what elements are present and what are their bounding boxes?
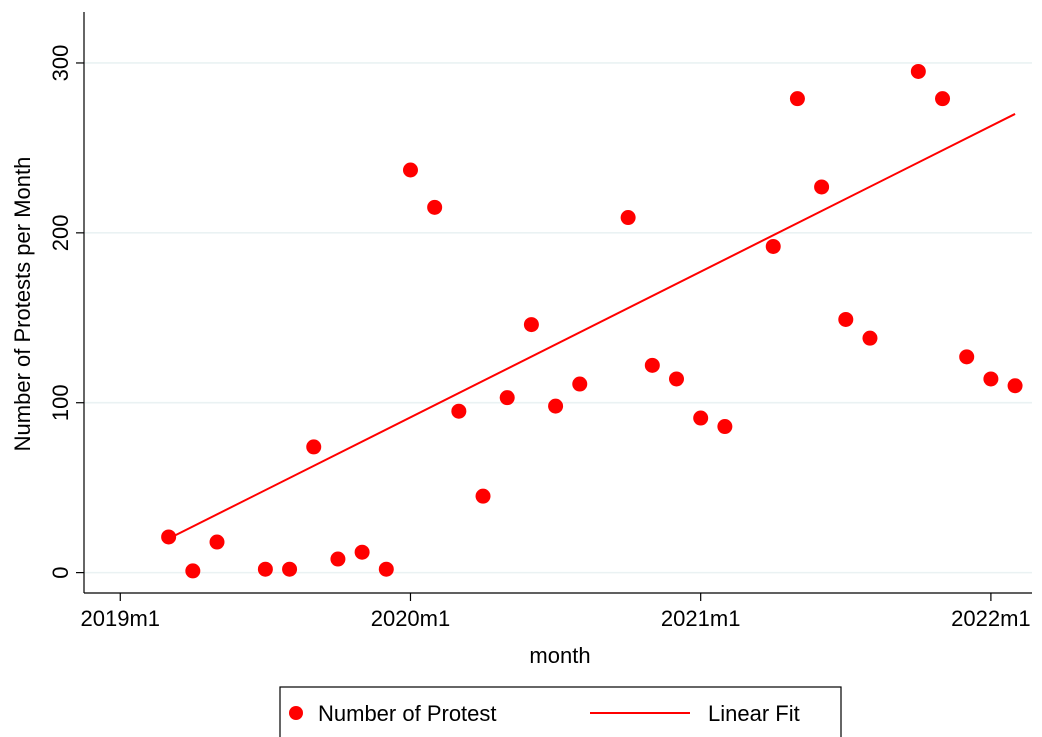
- data-points-layer: [161, 63, 1023, 579]
- x-tick-label: 2020m1: [371, 606, 451, 631]
- data-point: [306, 439, 322, 455]
- data-point: [669, 371, 684, 387]
- data-point: [161, 529, 177, 545]
- y-tick-label: 300: [48, 45, 73, 82]
- x-tick-label: 2022m1: [951, 606, 1031, 631]
- y-tick-label: 200: [48, 214, 73, 251]
- data-point: [983, 371, 999, 387]
- data-point: [185, 563, 201, 579]
- data-point: [427, 199, 443, 215]
- linear-fit-layer: [168, 113, 1016, 540]
- data-point: [378, 561, 394, 577]
- data-point: [282, 561, 298, 577]
- tick-labels: 0 100 200 300 2019m1 2020m1 2021m1 2022m1: [48, 45, 1031, 631]
- data-point: [765, 238, 781, 254]
- grid-lines: [84, 62, 1032, 574]
- legend: Number of Protest Linear Fit: [279, 686, 842, 737]
- y-axis-title: Number of Protests per Month: [10, 157, 35, 452]
- data-point: [354, 544, 370, 560]
- data-point: [838, 311, 854, 327]
- legend-marker-scatter: [289, 706, 303, 720]
- data-point: [789, 91, 805, 107]
- data-point: [548, 398, 564, 414]
- data-point: [959, 349, 975, 365]
- data-point: [620, 210, 636, 226]
- data-point: [910, 63, 926, 79]
- data-point: [572, 376, 588, 392]
- data-point: [523, 317, 539, 333]
- legend-label-line: Linear Fit: [708, 701, 800, 726]
- x-tick-label: 2019m1: [81, 606, 161, 631]
- data-point: [1007, 378, 1023, 394]
- data-point: [717, 419, 733, 435]
- data-point: [330, 551, 346, 567]
- data-point: [693, 410, 709, 426]
- x-axis-title: month: [529, 643, 590, 668]
- data-point: [257, 561, 273, 577]
- data-point: [862, 330, 878, 346]
- y-tick-label: 100: [48, 384, 73, 421]
- data-point: [451, 403, 467, 419]
- x-tick-label: 2021m1: [661, 606, 741, 631]
- data-point: [935, 91, 951, 107]
- data-point: [814, 179, 830, 195]
- axes: [76, 12, 1032, 601]
- data-point: [209, 534, 225, 550]
- data-point: [475, 488, 491, 504]
- legend-label-scatter: Number of Protest: [318, 701, 497, 726]
- data-point: [644, 357, 660, 373]
- linear-fit-line: [168, 113, 1016, 540]
- data-point: [402, 162, 418, 178]
- y-tick-label: 0: [48, 566, 73, 578]
- data-point: [499, 390, 515, 406]
- legend-box: [279, 686, 842, 737]
